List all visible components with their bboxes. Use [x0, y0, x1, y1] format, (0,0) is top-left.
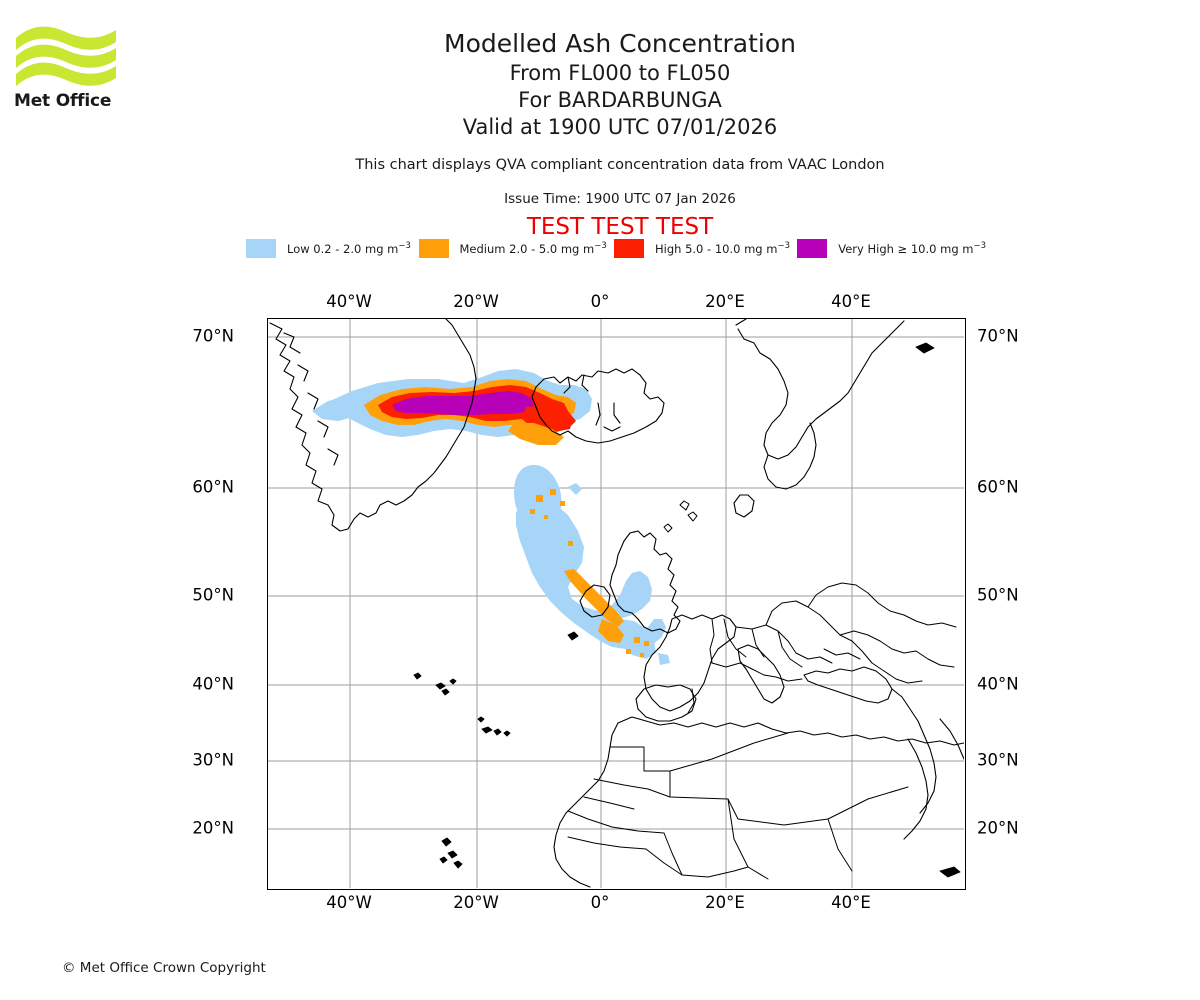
- coastline-north-atlantic-islands: [663, 500, 698, 533]
- plume-secondary-low-speck-a: [658, 653, 670, 665]
- coastline-middle-east: [891, 688, 937, 814]
- lat-tick-left-20n: 20°N: [192, 818, 234, 838]
- coastline-iberia: [635, 684, 697, 722]
- copyright-notice: © Met Office Crown Copyright: [62, 960, 266, 976]
- legend-label-low: Low 0.2 - 2.0 mg m−3: [287, 241, 411, 256]
- lat-tick-right-20n: 20°N: [977, 818, 1019, 838]
- coastline-west-africa: [553, 722, 619, 888]
- plume-secondary-low-contour: [516, 499, 666, 649]
- lat-tick-left-40n: 40°N: [192, 674, 234, 694]
- map-country-borders-europe: [687, 582, 957, 714]
- concentration-legend: Low 0.2 - 2.0 mg m−3 Medium 2.0 - 5.0 mg…: [246, 239, 986, 258]
- coastline-ireland: [579, 584, 611, 618]
- test-banner: TEST TEST TEST: [526, 214, 714, 240]
- chart-title-block: Modelled Ash Concentration From FL000 to…: [200, 28, 1040, 141]
- coastline-north-africa: [617, 716, 964, 746]
- qva-compliance-note: This chart displays QVA compliant concen…: [355, 157, 885, 173]
- lat-tick-left-30n: 30°N: [192, 750, 234, 770]
- met-office-logo-text: Met Office: [14, 91, 112, 111]
- lat-tick-right-40n: 40°N: [977, 674, 1019, 694]
- lat-tick-left-50n: 50°N: [192, 585, 234, 605]
- lat-tick-right-70n: 70°N: [977, 326, 1019, 346]
- coastline-greenland-inner-fjords: [283, 332, 339, 466]
- coastline-atlantic-island-specks: [413, 342, 961, 878]
- lon-tick-bottom-20w: 20°W: [453, 893, 499, 912]
- met-office-wave-mark: [16, 26, 116, 86]
- lon-tick-bottom-0: 0°: [590, 893, 610, 912]
- coastline-western-europe: [643, 614, 737, 712]
- plume-secondary-low-speck-b: [568, 483, 582, 495]
- legend-swatch-very-high: [797, 239, 828, 258]
- lat-tick-right-50n: 50°N: [977, 585, 1019, 605]
- map-country-borders-africa: [567, 732, 909, 880]
- legend-entry-high: High 5.0 - 10.0 mg m−3: [613, 239, 790, 258]
- coastline-greenland: [269, 319, 477, 532]
- map-plot-frame: [267, 318, 966, 890]
- lon-tick-top-0: 0°: [590, 292, 610, 311]
- title-volcano: For BARDARBUNGA: [518, 88, 722, 112]
- legend-label-high: High 5.0 - 10.0 mg m−3: [654, 241, 790, 256]
- lon-tick-top-40w: 40°W: [326, 292, 372, 311]
- plume-secondary-low-upper-lobe: [514, 464, 562, 525]
- coastline-arabia-east: [939, 718, 964, 760]
- lat-tick-right-30n: 30°N: [977, 750, 1019, 770]
- lon-tick-bottom-40w: 40°W: [326, 893, 372, 912]
- plume-secondary-medium-specks: [530, 489, 649, 657]
- lon-tick-bottom-20e: 20°E: [705, 893, 745, 912]
- lon-tick-bottom-40e: 40°E: [831, 893, 871, 912]
- coastline-iceland: [531, 368, 665, 444]
- plume-main-iceland: [312, 369, 592, 445]
- legend-swatch-low: [246, 239, 276, 258]
- title-valid-time: Valid at 1900 UTC 07/01/2026: [462, 115, 778, 139]
- coastline-iceland-fjords: [563, 374, 621, 432]
- lon-tick-top-40e: 40°E: [831, 292, 871, 311]
- lon-tick-top-20e: 20°E: [705, 292, 745, 311]
- met-office-logo: Met Office: [14, 22, 124, 114]
- page-title: Modelled Ash Concentration: [444, 29, 796, 58]
- legend-label-very-high: Very High ≥ 10.0 mg m−3: [838, 241, 987, 256]
- legend-swatch-high: [613, 239, 644, 258]
- coastline-great-britain: [609, 530, 681, 634]
- map-canvas: [268, 319, 964, 888]
- lon-tick-top-20w: 20°W: [453, 292, 499, 311]
- coastline-greece-turkey: [803, 666, 893, 704]
- title-flight-levels: From FL000 to FL050: [509, 61, 731, 85]
- coastline-denmark: [733, 494, 755, 518]
- issue-time-label: Issue Time: 1900 UTC 07 Jan 2026: [504, 191, 736, 207]
- plume-secondary-north-sea: [514, 464, 670, 665]
- coastline-scandinavia: [735, 319, 905, 460]
- map-coastlines: [269, 319, 964, 888]
- lat-tick-left-60n: 60°N: [192, 477, 234, 497]
- legend-entry-very-high: Very High ≥ 10.0 mg m−3: [797, 239, 986, 258]
- legend-entry-low: Low 0.2 - 2.0 mg m−3: [246, 239, 411, 258]
- lat-tick-left-70n: 70°N: [192, 326, 234, 346]
- coastline-baltic-sweden-finland: [763, 422, 817, 490]
- plume-main-low-west-tail: [312, 397, 364, 421]
- ash-plume-layer: [312, 369, 670, 665]
- lat-tick-right-60n: 60°N: [977, 477, 1019, 497]
- legend-entry-medium: Medium 2.0 - 5.0 mg m−3: [418, 239, 607, 258]
- coastline-red-sea-west: [903, 738, 929, 840]
- plume-main-very-high-contour: [392, 391, 534, 415]
- legend-swatch-medium: [418, 239, 449, 258]
- legend-label-medium: Medium 2.0 - 5.0 mg m−3: [459, 241, 607, 256]
- ash-concentration-map[interactable]: [267, 318, 966, 890]
- plume-secondary-medium-channel-blob: [598, 619, 624, 643]
- plume-secondary-medium-streak: [564, 569, 624, 627]
